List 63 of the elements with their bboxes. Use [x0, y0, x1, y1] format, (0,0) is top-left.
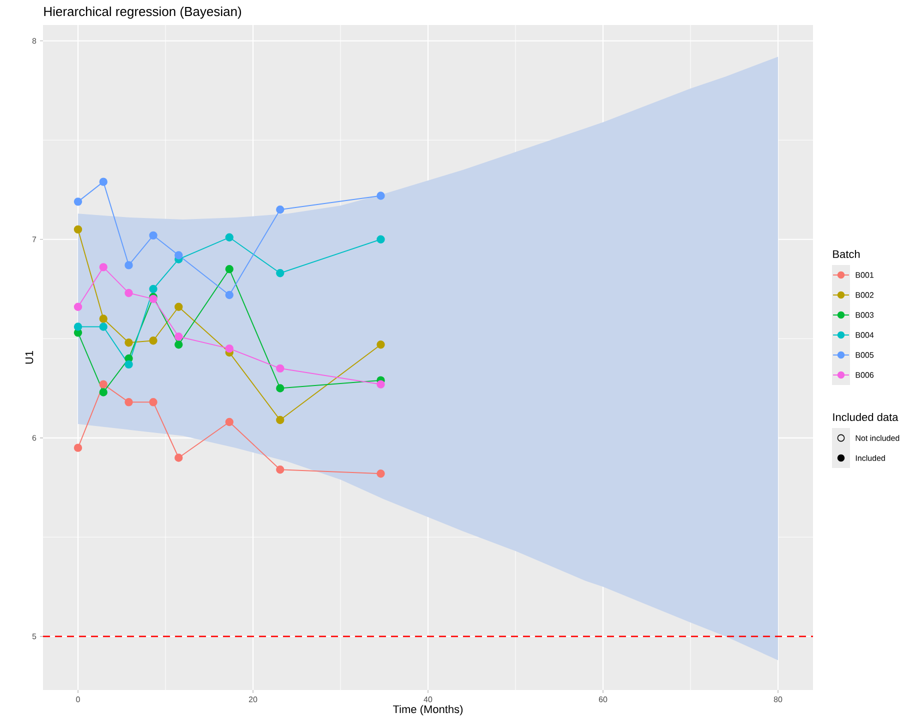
point: [99, 322, 108, 331]
point: [225, 290, 234, 300]
x-tick-label: 80: [774, 696, 782, 702]
legend-label: B003: [856, 312, 874, 318]
x-axis-title: Time (Months): [393, 705, 463, 716]
point: [225, 344, 234, 353]
y-axis-title: U1: [25, 351, 34, 364]
x-tick-label: 40: [424, 696, 432, 702]
text: Not included: [856, 435, 900, 441]
point: [225, 418, 234, 426]
point: [74, 322, 82, 331]
point: [124, 338, 133, 347]
point: [99, 178, 108, 186]
text: Included data: [833, 412, 898, 422]
x-tick-label: 0: [76, 696, 80, 702]
point: [376, 192, 385, 200]
point: [74, 198, 82, 206]
point: [276, 466, 284, 474]
y-tick-label: 5: [32, 634, 36, 640]
text: Included: [856, 455, 885, 461]
point: [276, 206, 284, 214]
point: [74, 302, 82, 311]
point: [174, 332, 183, 341]
point: [99, 263, 108, 272]
point: [99, 380, 108, 388]
point: [225, 233, 234, 242]
point: [99, 314, 108, 323]
legend-label: B006: [856, 372, 874, 378]
point: [149, 231, 158, 240]
point: [225, 265, 234, 274]
point: [74, 444, 82, 452]
y-tick-label: 7: [32, 236, 36, 242]
point: [149, 336, 158, 345]
point: [276, 269, 284, 278]
point: [376, 470, 385, 478]
point: [174, 340, 183, 349]
legend-label: B005: [856, 352, 874, 358]
legend-label: B004: [856, 332, 874, 338]
point: [124, 288, 133, 298]
point: [174, 251, 183, 260]
x-tick-label: 20: [248, 696, 258, 702]
point: [74, 225, 82, 234]
chart-title: Hierarchical regression (Bayesian): [44, 6, 242, 19]
point: [124, 398, 133, 406]
x-tick-label: 60: [598, 696, 608, 702]
point: [276, 364, 284, 373]
point: [276, 416, 284, 424]
point: [149, 284, 158, 294]
point: [124, 261, 133, 270]
point: [149, 398, 158, 406]
legend-title: Batch: [833, 250, 860, 258]
point: [124, 360, 133, 369]
point: [174, 302, 183, 311]
point: [174, 454, 183, 462]
y-tick-label: 6: [32, 435, 36, 441]
point: [99, 388, 108, 396]
point: [376, 380, 385, 388]
point: [276, 384, 284, 392]
point: [376, 235, 385, 244]
point: [376, 340, 385, 349]
legend-label: B001: [856, 272, 874, 278]
legend-label: B002: [856, 292, 874, 298]
y-tick-label: 8: [32, 38, 36, 44]
